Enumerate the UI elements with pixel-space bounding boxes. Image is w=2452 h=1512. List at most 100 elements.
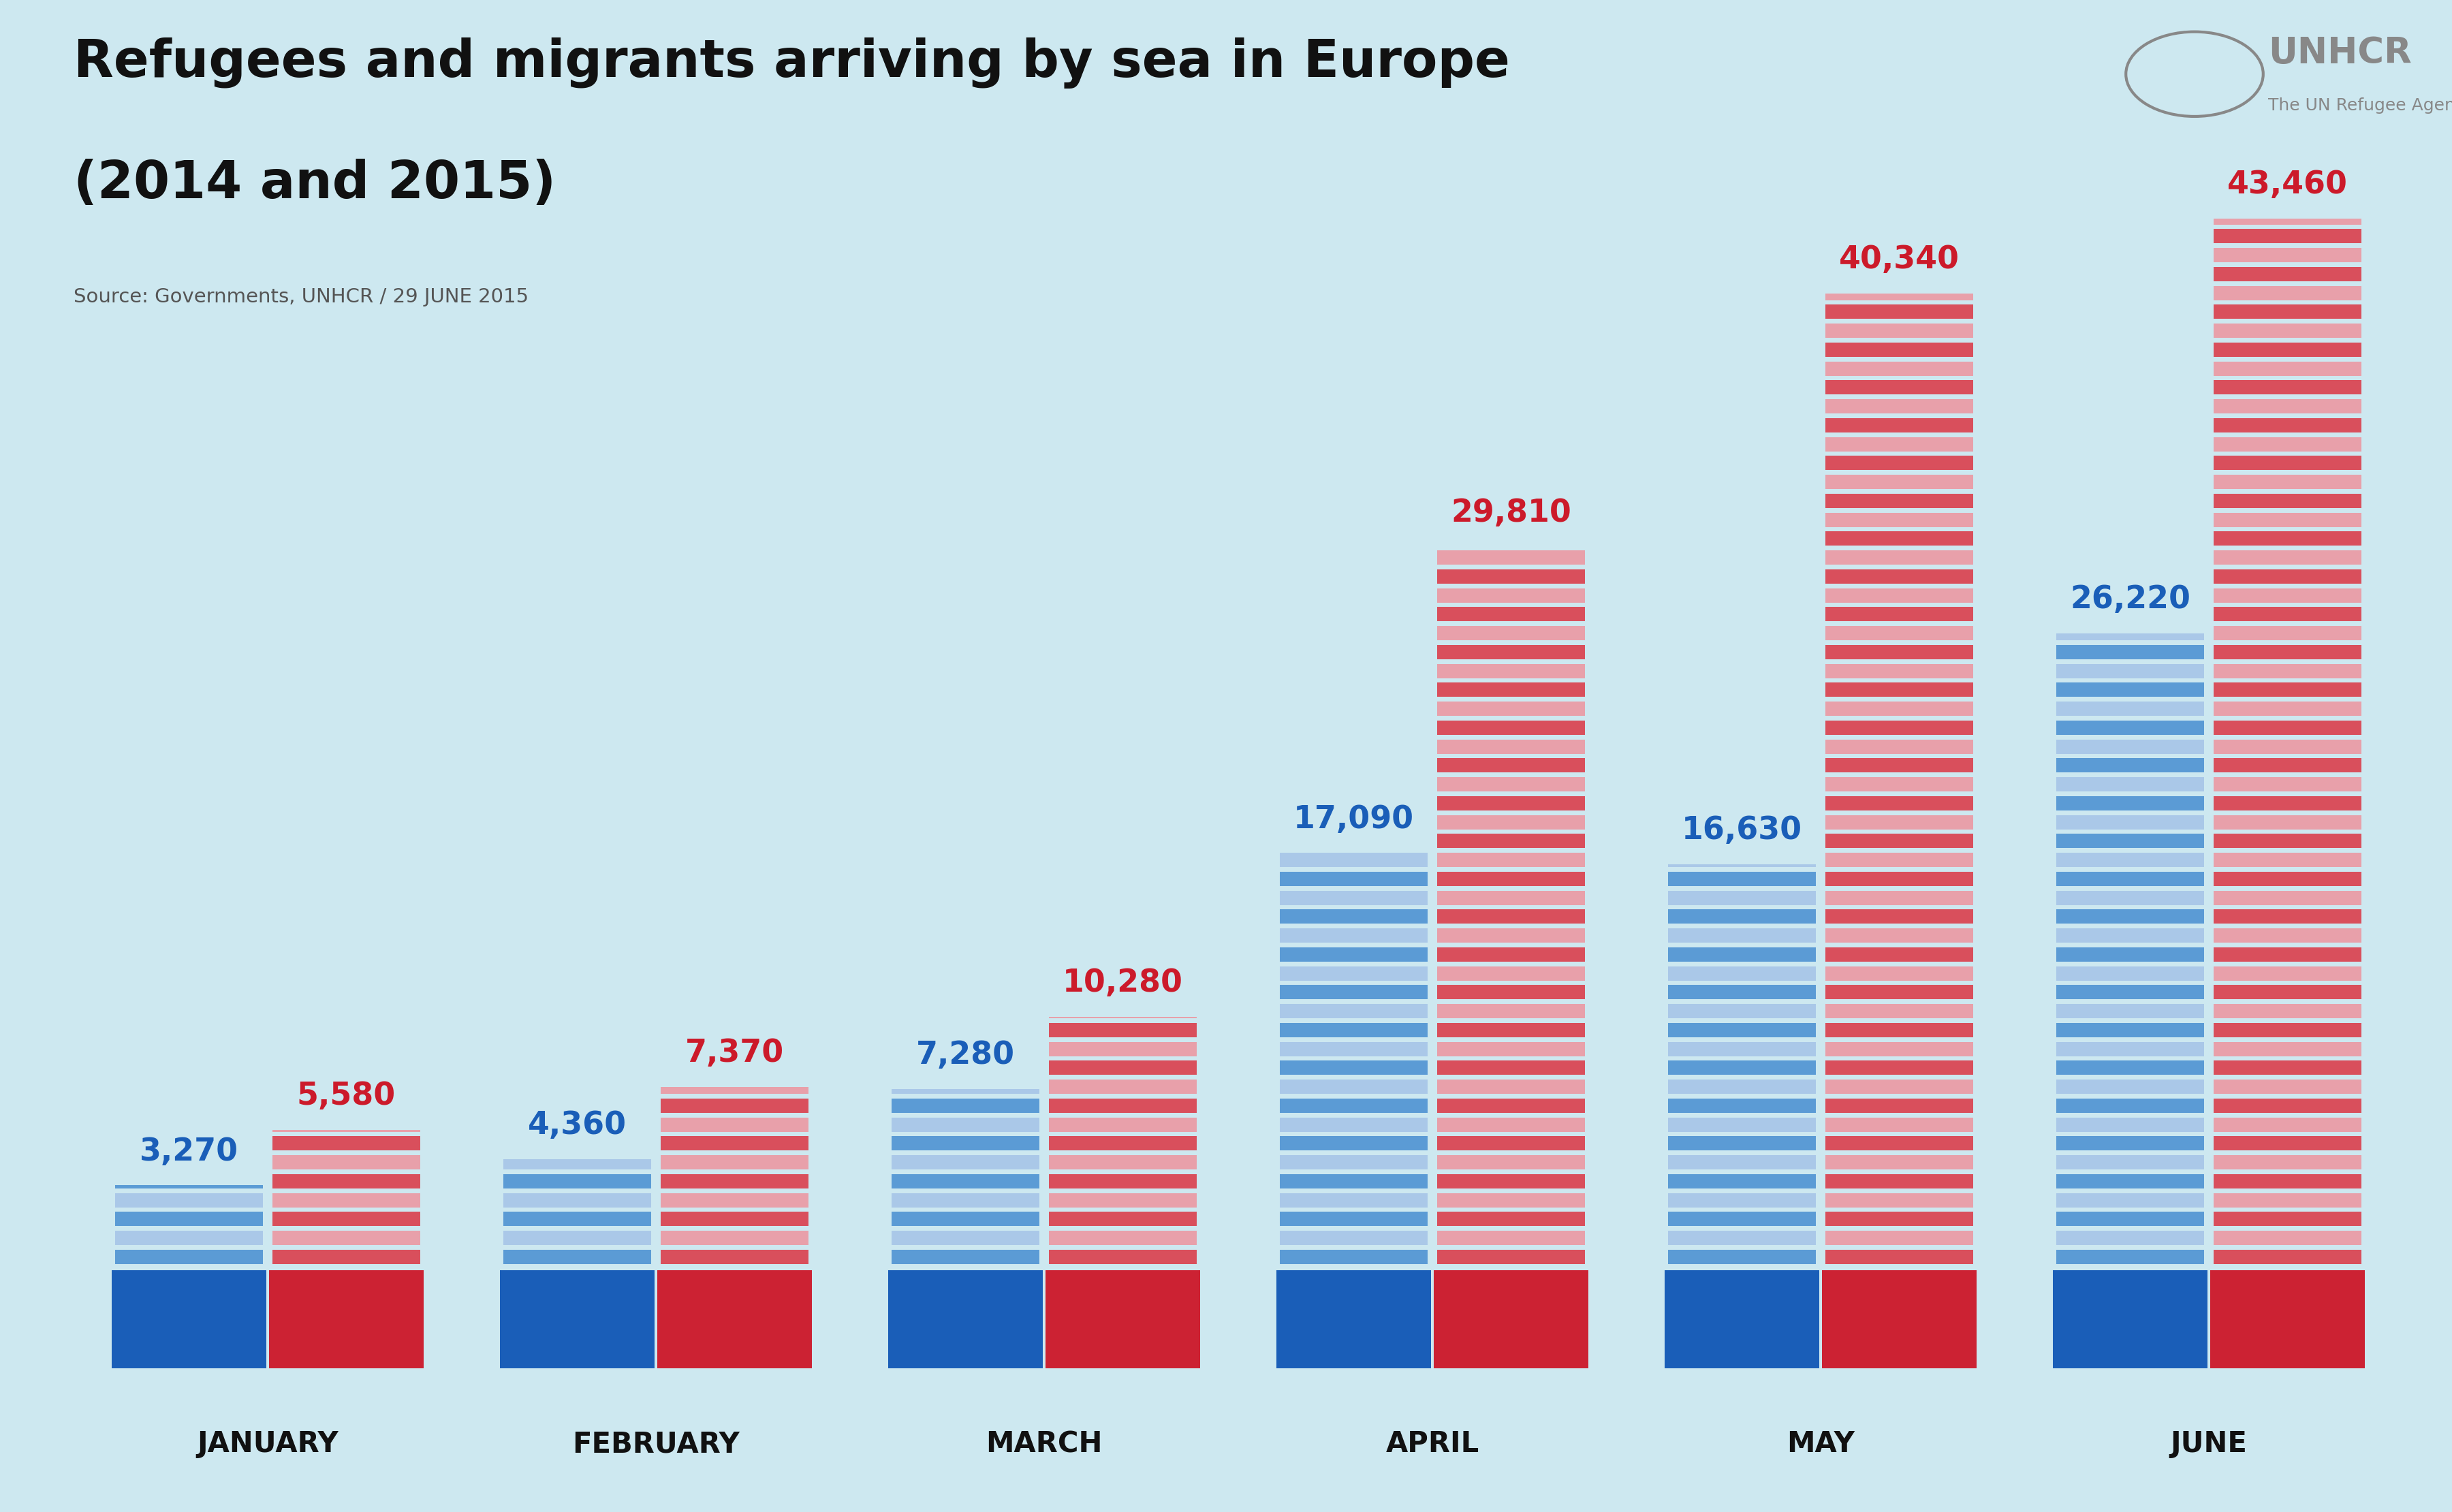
Bar <box>1049 1155 1197 1170</box>
Bar <box>660 1249 809 1264</box>
Bar <box>1049 1060 1197 1075</box>
Bar <box>2214 1042 2361 1055</box>
Bar <box>1437 1117 1584 1131</box>
Bar <box>2057 815 2204 829</box>
Bar <box>115 1185 262 1188</box>
Bar <box>1049 1137 1197 1151</box>
Bar <box>115 1213 262 1226</box>
Bar <box>2214 1117 2361 1131</box>
Bar <box>1049 1016 1197 1018</box>
Bar <box>1667 1137 1817 1151</box>
Text: 2014: 2014 <box>934 1308 998 1331</box>
Bar <box>1824 644 1974 659</box>
Bar <box>1437 570 1584 584</box>
Bar <box>1280 853 1427 866</box>
Bar <box>2057 720 2204 735</box>
Bar <box>2214 1137 2361 1151</box>
Text: (2014 and 2015): (2014 and 2015) <box>74 159 557 209</box>
Bar <box>1437 853 1584 866</box>
Bar <box>1280 909 1427 924</box>
Bar <box>1824 608 1974 621</box>
Bar <box>2057 664 2204 677</box>
Bar <box>2057 1231 2204 1246</box>
Bar <box>1667 1173 1817 1188</box>
Bar <box>1824 891 1974 904</box>
Bar <box>2214 588 2361 603</box>
Bar <box>272 1231 419 1246</box>
Text: 26,220: 26,220 <box>2069 585 2190 615</box>
Bar <box>1824 1117 1974 1131</box>
Bar <box>2214 1249 2361 1264</box>
Bar <box>1824 513 1974 528</box>
Bar <box>893 1231 1040 1246</box>
Bar <box>1665 1270 1819 1368</box>
Bar <box>1437 720 1584 735</box>
Bar <box>2057 1098 2204 1113</box>
Bar <box>1437 833 1584 848</box>
Bar <box>1667 1213 1817 1226</box>
Bar <box>2214 1173 2361 1188</box>
Bar <box>1437 984 1584 999</box>
Bar <box>1437 891 1584 904</box>
Bar <box>1667 1231 1817 1246</box>
Bar <box>893 1098 1040 1113</box>
Bar <box>1437 1098 1584 1113</box>
Bar <box>2057 1117 2204 1131</box>
Bar <box>1280 1080 1427 1093</box>
Bar <box>2057 833 2204 848</box>
Bar <box>888 1270 1042 1368</box>
Text: 4,360: 4,360 <box>527 1110 628 1142</box>
Bar <box>1824 966 1974 980</box>
Text: 2015: 2015 <box>704 1308 765 1331</box>
Bar <box>1437 550 1584 565</box>
Bar <box>1437 871 1584 886</box>
Bar <box>1049 1173 1197 1188</box>
Bar <box>1824 928 1974 942</box>
Bar <box>2214 984 2361 999</box>
Bar <box>2057 758 2204 773</box>
Bar <box>1280 984 1427 999</box>
Bar <box>893 1155 1040 1170</box>
Bar <box>1437 777 1584 791</box>
Bar <box>503 1160 652 1170</box>
Bar <box>1824 437 1974 452</box>
Bar <box>1824 909 1974 924</box>
Bar <box>2214 1213 2361 1226</box>
Bar <box>2214 644 2361 659</box>
Bar <box>2057 909 2204 924</box>
Bar <box>1824 1042 1974 1055</box>
Bar <box>1824 664 1974 677</box>
Bar <box>1824 1060 1974 1075</box>
Bar <box>660 1087 809 1093</box>
Bar <box>1280 1193 1427 1207</box>
Bar <box>2214 777 2361 791</box>
Bar <box>1437 1173 1584 1188</box>
Bar <box>2214 381 2361 395</box>
Bar <box>1049 1117 1197 1131</box>
Text: 2014: 2014 <box>1711 1308 1773 1331</box>
Bar <box>272 1213 419 1226</box>
Text: 40,340: 40,340 <box>1839 245 1959 275</box>
Bar <box>2057 1249 2204 1264</box>
Bar <box>1437 664 1584 677</box>
Bar <box>2214 361 2361 376</box>
Bar <box>2214 1004 2361 1018</box>
Bar <box>503 1249 652 1264</box>
Bar <box>1667 984 1817 999</box>
Text: 2014: 2014 <box>2099 1308 2163 1331</box>
Bar <box>2057 1213 2204 1226</box>
Bar <box>2214 532 2361 546</box>
Text: 29,810: 29,810 <box>1452 497 1572 529</box>
Bar <box>1824 1193 1974 1207</box>
Bar <box>2214 853 2361 866</box>
Bar <box>2214 268 2361 281</box>
Bar <box>2209 1270 2364 1368</box>
Bar <box>1280 947 1427 962</box>
Bar <box>2214 230 2361 243</box>
Bar <box>2214 626 2361 641</box>
Text: 43,460: 43,460 <box>2226 169 2347 201</box>
Bar <box>1437 739 1584 753</box>
Bar <box>1824 532 1974 546</box>
Bar <box>1824 833 1974 848</box>
Bar <box>2057 1137 2204 1151</box>
